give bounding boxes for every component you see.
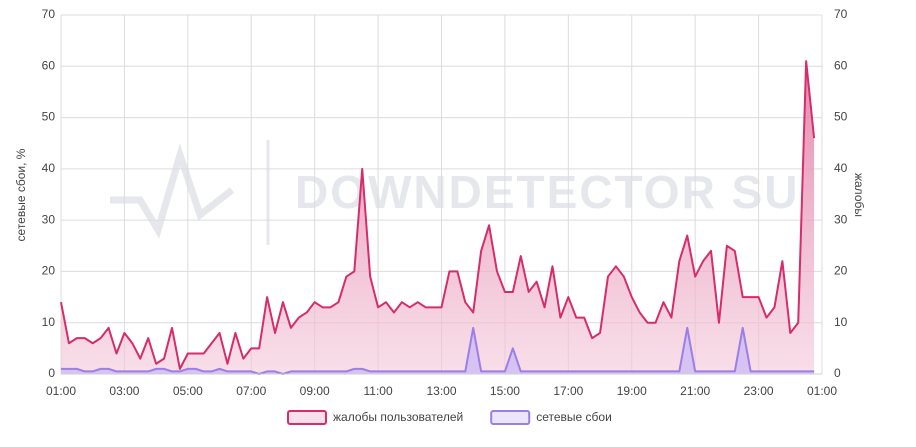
- x-tick-label: 15:00: [490, 384, 520, 398]
- y-axis-title: сетевые сбои, %: [14, 148, 28, 241]
- x-tick-label: 11:00: [364, 384, 393, 398]
- x-tick-label: 23:00: [744, 384, 774, 398]
- watermark-logo: [110, 140, 270, 245]
- x-tick-label: 01:00: [807, 384, 837, 398]
- legend-swatch: [287, 410, 327, 425]
- x-tick-label: 01:00: [46, 384, 76, 398]
- x-tick-label: 09:00: [300, 384, 330, 398]
- x-tick-label: 03:00: [109, 384, 139, 398]
- y2-axis-title: жалобы: [852, 173, 866, 217]
- x-tick-label: 05:00: [173, 384, 203, 398]
- legend-swatch: [490, 410, 531, 425]
- y2-tick-label: 20: [834, 264, 848, 278]
- line: [60, 60, 816, 370]
- y-tick-label: 60: [42, 58, 56, 72]
- y2-tick-label: 10: [834, 315, 848, 329]
- line: [61, 326, 815, 375]
- y2-tick-label: 50: [834, 110, 848, 124]
- y-tick-label: 30: [42, 212, 56, 226]
- area: [61, 327, 815, 374]
- y2-tick-label: 70: [834, 7, 848, 21]
- area: [61, 61, 815, 375]
- legend-label: сетевые сбои: [536, 410, 612, 424]
- y2-tick-label: 0: [834, 366, 841, 380]
- x-tick-label: 07:00: [236, 384, 266, 398]
- x-tick-label: 17:00: [553, 384, 583, 398]
- x-tick-label: 19:00: [617, 384, 647, 398]
- y2-tick-label: 30: [834, 212, 848, 226]
- y-tick-label: 50: [42, 110, 56, 124]
- y2-tick-label: 40: [834, 161, 848, 175]
- y-tick-label: 0: [48, 366, 55, 380]
- y-tick-label: 10: [42, 315, 56, 329]
- y-tick-label: 20: [42, 264, 56, 278]
- y2-tick-label: 60: [834, 58, 848, 72]
- x-tick-label: 13:00: [426, 384, 456, 398]
- x-tick-label: 21:00: [680, 384, 710, 398]
- watermark: DOWNDETECTOR SU: [295, 166, 800, 218]
- y-tick-label: 70: [42, 7, 56, 21]
- y-tick-label: 40: [42, 161, 56, 175]
- legend-label: жалобы пользователей: [333, 410, 463, 424]
